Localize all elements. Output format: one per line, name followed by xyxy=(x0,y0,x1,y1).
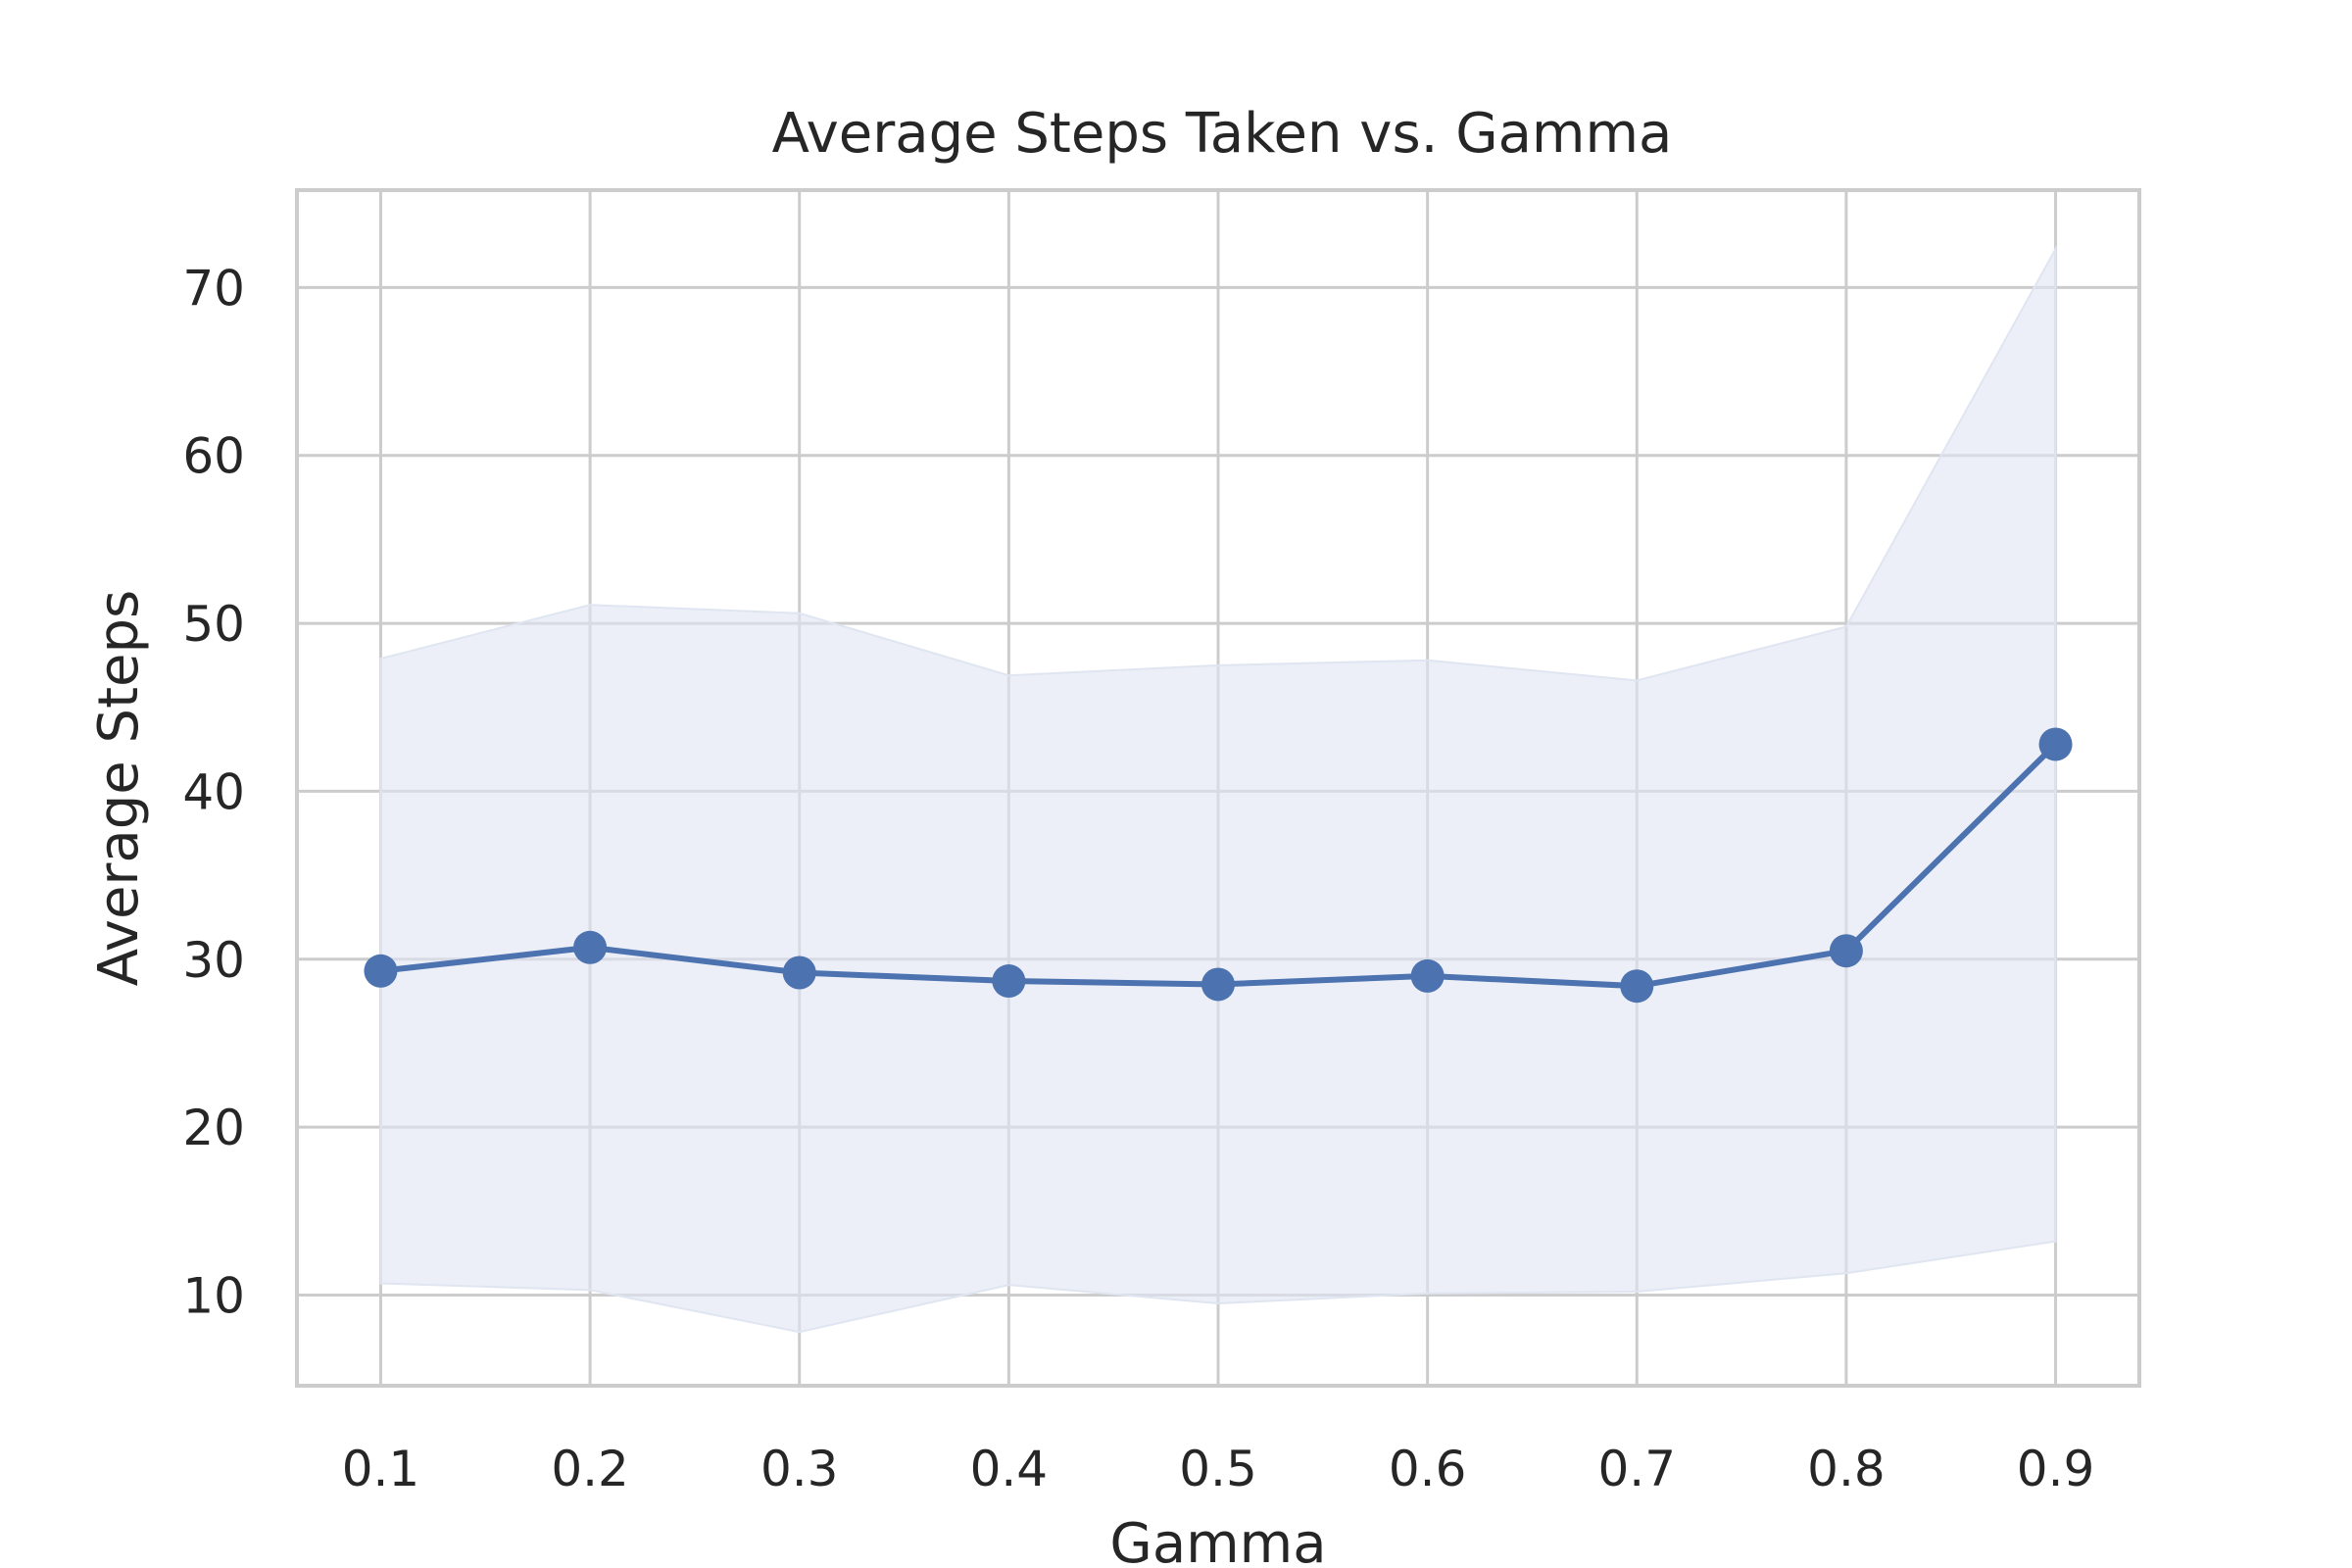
chart-title: Average Steps Taken vs. Gamma xyxy=(772,102,1673,166)
x-tick-label: 0.1 xyxy=(342,1441,420,1497)
x-tick-label: 0.5 xyxy=(1179,1441,1257,1497)
y-tick-label: 60 xyxy=(182,428,245,485)
data-point xyxy=(573,930,608,964)
confidence-band xyxy=(379,245,2057,1334)
confidence-band-layer xyxy=(379,245,2057,1334)
data-point xyxy=(364,954,398,988)
x-tick-label: 0.2 xyxy=(551,1441,629,1497)
x-axis-label: Gamma xyxy=(1109,1512,1326,1568)
x-tick-label: 0.6 xyxy=(1389,1441,1467,1497)
y-tick-labels: 10 20 30 40 50 60 70 xyxy=(182,260,245,1324)
data-point xyxy=(992,964,1026,999)
data-point xyxy=(1201,967,1235,1002)
plot-frame xyxy=(295,188,2141,1388)
data-point xyxy=(2038,727,2073,761)
y-tick-label: 30 xyxy=(182,932,245,989)
data-point xyxy=(1410,958,1445,993)
data-points-layer xyxy=(364,727,2073,1004)
x-tick-label: 0.8 xyxy=(1807,1441,1886,1497)
x-tick-labels: 0.1 0.2 0.3 0.4 0.5 0.6 0.7 0.8 0.9 xyxy=(342,1441,2095,1497)
x-tick-label: 0.3 xyxy=(760,1441,839,1497)
data-point xyxy=(782,956,816,990)
x-tick-label: 0.4 xyxy=(970,1441,1049,1497)
y-tick-label: 70 xyxy=(182,260,245,317)
data-point xyxy=(1620,969,1654,1004)
data-point xyxy=(1829,934,1863,968)
y-axis-label: Average Steps xyxy=(87,590,151,986)
x-tick-label: 0.9 xyxy=(2017,1441,2095,1497)
y-tick-label: 20 xyxy=(182,1100,245,1156)
y-tick-label: 40 xyxy=(182,763,245,820)
y-tick-label: 50 xyxy=(182,596,245,653)
x-tick-label: 0.7 xyxy=(1598,1441,1677,1497)
y-tick-label: 10 xyxy=(182,1267,245,1324)
